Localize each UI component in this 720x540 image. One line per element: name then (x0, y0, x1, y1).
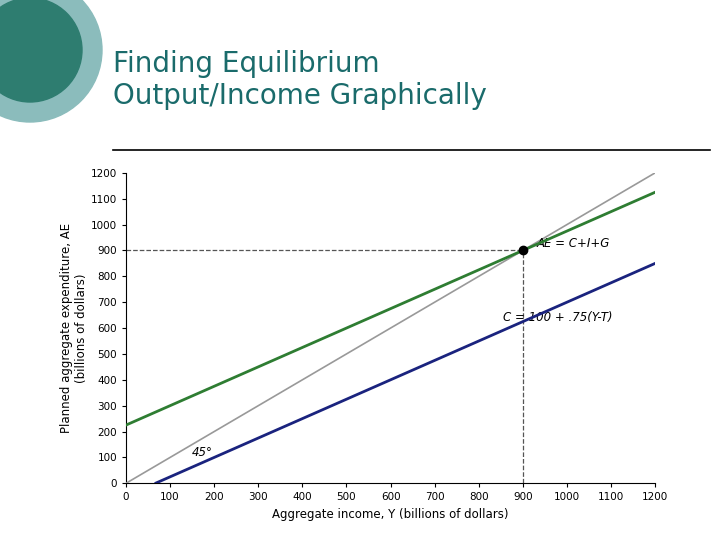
X-axis label: Aggregate income, Y (billions of dollars): Aggregate income, Y (billions of dollars… (272, 508, 509, 521)
Text: 45°: 45° (192, 446, 213, 459)
Circle shape (0, 0, 82, 102)
Text: C = 100 + .75(Y-T): C = 100 + .75(Y-T) (503, 311, 613, 324)
Y-axis label: Planned aggregate expenditure, AE
(billions of dollars): Planned aggregate expenditure, AE (billi… (60, 223, 88, 433)
Circle shape (0, 0, 102, 122)
Text: Finding Equilibrium
Output/Income Graphically: Finding Equilibrium Output/Income Graphi… (113, 50, 487, 110)
Text: AE = C+I+G: AE = C+I+G (536, 238, 610, 251)
